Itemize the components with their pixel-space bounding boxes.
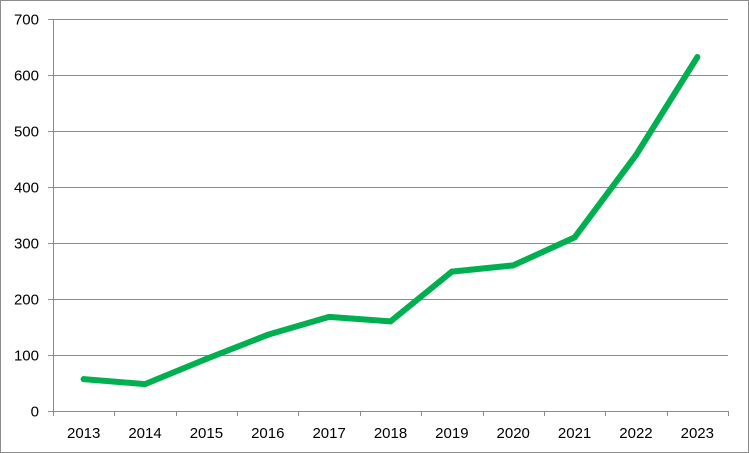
data-point-2022 <box>632 152 639 159</box>
x-tick-label: 2022 <box>619 425 652 442</box>
x-tick-label: 2016 <box>251 425 284 442</box>
data-point-2020 <box>510 262 517 269</box>
x-tick-label: 2019 <box>435 425 468 442</box>
x-tick-label: 2023 <box>681 425 714 442</box>
series-line <box>80 54 701 388</box>
x-tick-label: 2015 <box>190 425 223 442</box>
x-tick-label: 2014 <box>128 425 161 442</box>
x-tick-label: 2020 <box>497 425 530 442</box>
y-tick-label: 0 <box>31 404 39 421</box>
data-point-2014 <box>142 381 149 388</box>
x-tick-label: 2013 <box>67 425 100 442</box>
y-axis-ticks: 0 100 200 300 400 500 600 700 <box>14 12 53 421</box>
y-tick-label: 400 <box>14 180 39 197</box>
y-tick-label: 300 <box>14 236 39 253</box>
data-point-2023 <box>694 54 701 61</box>
x-tick-label: 2017 <box>312 425 345 442</box>
y-tick-label: 100 <box>14 348 39 365</box>
gridlines <box>53 19 728 356</box>
y-tick-label: 200 <box>14 292 39 309</box>
data-point-2018 <box>387 318 394 325</box>
data-point-2017 <box>326 313 333 320</box>
data-point-2015 <box>203 355 210 362</box>
x-axis-ticks: 2013 2014 2015 2016 2017 2018 2019 2020 2021 2022… <box>53 411 729 442</box>
x-tick-label: 2018 <box>374 425 407 442</box>
data-point-2019 <box>448 268 455 275</box>
y-tick-label: 600 <box>14 68 39 85</box>
y-tick-label: 700 <box>14 12 39 29</box>
data-point-2016 <box>264 331 271 338</box>
data-point-2013 <box>80 376 87 383</box>
series-group <box>80 54 701 388</box>
y-tick-label: 500 <box>14 124 39 141</box>
data-point-2021 <box>571 234 578 241</box>
x-tick-label: 2021 <box>558 425 591 442</box>
axes <box>53 19 728 412</box>
